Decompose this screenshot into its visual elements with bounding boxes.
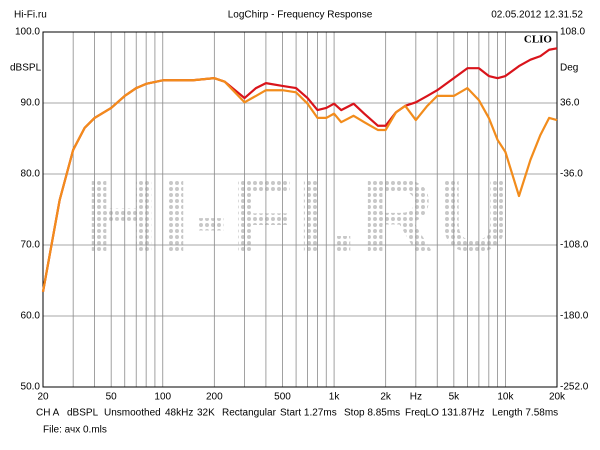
footer-item: FreqLO 131.87Hz <box>405 408 485 419</box>
footer-item: Start 1.27ms <box>280 408 337 419</box>
footer-item: Stop 8.85ms <box>344 408 400 419</box>
header-right: 02.05.2012 12.31.52 <box>491 10 583 21</box>
x-tick-label: 200 <box>206 392 223 403</box>
x-tick-label: 50 <box>106 392 118 403</box>
y2-tick-label: -108.0 <box>560 240 589 251</box>
footer-item: 48kHz <box>165 408 193 419</box>
watermark: HI-FI.RU <box>85 158 515 274</box>
footer-item: Unsmoothed <box>104 408 161 419</box>
y2-label: Deg <box>560 63 578 74</box>
footer-item: Rectangular <box>222 408 277 419</box>
x-tick-label: 100 <box>154 392 171 403</box>
file-label: File: ачх 0.mls <box>43 425 107 436</box>
x-tick-label: 20 <box>37 392 49 403</box>
y-tick-label: 100.0 <box>15 27 40 38</box>
y-tick-label: 90.0 <box>21 98 41 109</box>
plot-frame <box>42 31 558 388</box>
x-tick-label: Hz <box>410 392 422 403</box>
x-tick-label: 20k <box>549 392 566 403</box>
y-tick-label: 80.0 <box>21 169 41 180</box>
footer-item: CH A <box>36 408 60 419</box>
y2-tick-label: -36.0 <box>560 169 583 180</box>
response-line <box>41 77 558 293</box>
x-tick-label: 5k <box>449 392 461 403</box>
y2-tick-label: -252.0 <box>560 382 589 393</box>
y-label: dBSPL <box>10 63 42 74</box>
footer-item: 32K <box>197 408 215 419</box>
y-tick-label: 70.0 <box>21 240 41 251</box>
brand-label: CLIO <box>524 34 553 46</box>
x-tick-label: 10k <box>497 392 514 403</box>
y-tick-label: 50.0 <box>21 382 41 393</box>
y2-tick-label: 108.0 <box>560 27 585 38</box>
x-tick-label: 1k <box>329 392 341 403</box>
y2-tick-label: -180.0 <box>560 311 589 322</box>
x-tick-label: 500 <box>274 392 291 403</box>
footer-item: dBSPL <box>67 408 99 419</box>
x-tick-label: 2k <box>380 392 392 403</box>
y2-tick-label: 36.0 <box>560 98 580 109</box>
footer-item: Length 7.58ms <box>492 408 558 419</box>
header-left: Hi-Fi.ru <box>14 10 47 21</box>
y-tick-label: 60.0 <box>21 311 41 322</box>
chart-title: LogChirp - Frequency Response <box>228 10 373 21</box>
